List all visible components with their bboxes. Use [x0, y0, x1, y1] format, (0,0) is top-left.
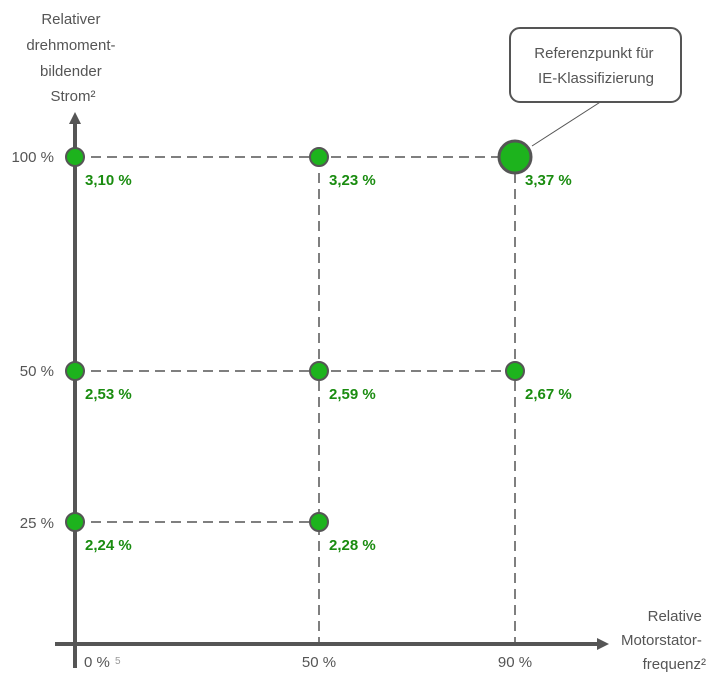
x-axis-label-line: frequenz²	[643, 656, 706, 673]
data-points: 3,10 % 3,23 % 3,37 % 2,53 % 2,59 % 2,67 % 2,24…	[65, 139, 572, 554]
data-point	[65, 361, 85, 381]
y-tick-label: 50 %	[20, 363, 54, 380]
x-axis-label-line: Motorstator-	[621, 632, 702, 649]
x-tick-label: 50 %	[302, 654, 336, 671]
data-point	[65, 147, 85, 167]
y-axis-label-line: Strom²	[51, 88, 96, 105]
data-point	[505, 361, 525, 381]
annotation-line: IE-Klassifizierung	[538, 70, 654, 87]
data-point	[309, 147, 329, 167]
grid-lines	[75, 156, 516, 644]
data-label: 3,10 %	[85, 172, 132, 189]
y-axis-label-line: Relativer	[41, 11, 100, 28]
x-tick-label: 90 %	[498, 654, 532, 671]
x-tick-label: 0 %	[84, 654, 110, 671]
x-axis-label: Relative Motorstator- frequenz²	[621, 608, 706, 673]
y-axis-label-line: bildender	[40, 63, 102, 80]
data-label: 3,37 %	[525, 172, 572, 189]
data-label: 2,24 %	[85, 537, 132, 554]
annotation-box	[509, 27, 682, 103]
y-tick-label: 25 %	[20, 515, 54, 532]
data-point	[309, 512, 329, 532]
x-tick-footnote: 5	[115, 656, 121, 667]
y-axis-label: Relativer drehmoment- bildender Strom²	[26, 11, 119, 105]
data-label: 2,53 %	[85, 386, 132, 403]
data-point	[65, 512, 85, 532]
annotation-leader	[531, 98, 606, 147]
data-label: 3,23 %	[329, 172, 376, 189]
reference-point	[497, 139, 533, 175]
data-point	[309, 361, 329, 381]
y-axis-label-line: drehmoment-	[26, 37, 115, 54]
annotation-text: Referenzpunkt für IE-Klassifizierung	[534, 45, 657, 87]
x-axis-label-line: Relative	[648, 608, 702, 625]
annotation-line: Referenzpunkt für	[534, 45, 653, 62]
data-label: 2,67 %	[525, 386, 572, 403]
y-tick-label: 100 %	[11, 149, 54, 166]
data-label: 2,28 %	[329, 537, 376, 554]
data-label: 2,59 %	[329, 386, 376, 403]
